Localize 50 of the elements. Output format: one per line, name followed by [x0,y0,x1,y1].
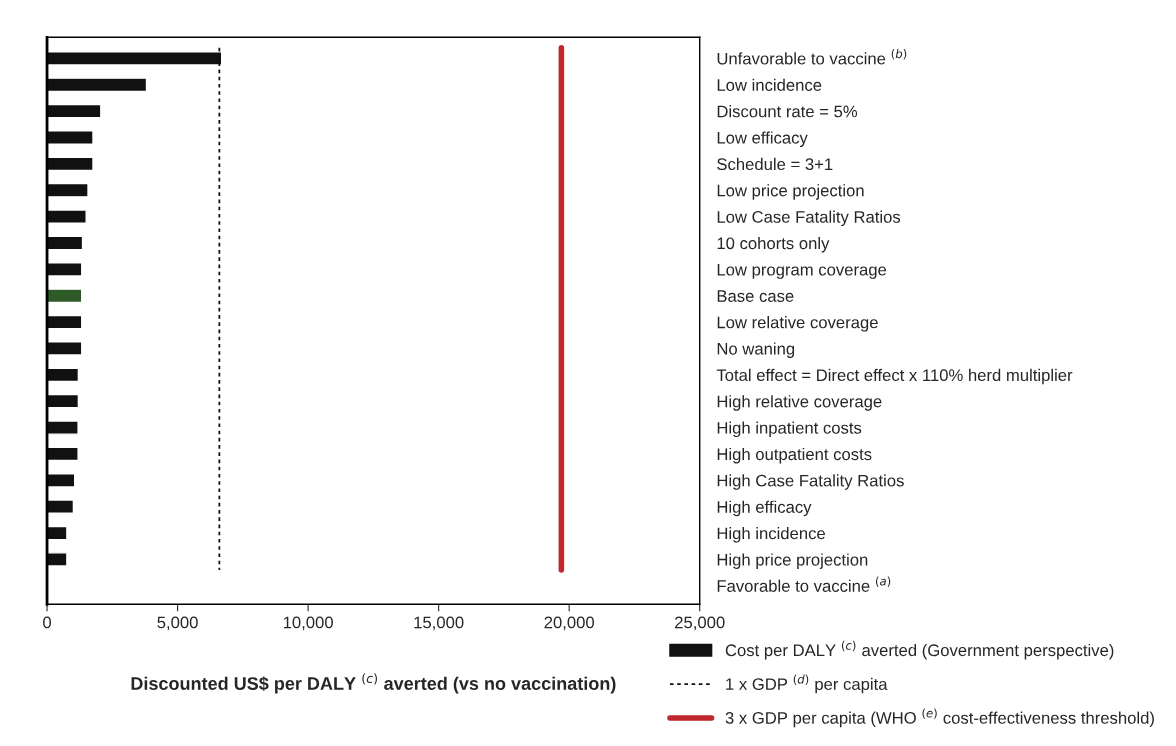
y-tick-label: No waning [717,342,795,358]
y-tick-label: Unfavorable to vaccine $^{(b)}$ [717,49,907,65]
y-tick-label: High relative coverage [717,395,882,411]
bar [47,103,102,119]
bar [47,473,76,488]
y-tick-label: Favorable to vaccine $^{(a)}$ [717,576,891,592]
x-tick-label: 0 [43,616,52,629]
y-tick-label: Discount rate = 5% [717,105,858,118]
bar [47,262,83,277]
bar [47,552,68,567]
bar [47,499,75,514]
bar [47,341,83,356]
x-tick-label: 25,000 [675,616,725,631]
legend-label: 3 x GDP per capita (WHO $^{(e)}$ cost-effectiveness threshold) [725,708,1154,728]
y-tick-label: Low relative coverage [717,316,878,332]
y-tick-label: High inpatient costs [717,421,862,438]
bar [47,367,80,383]
legend-label: 1 x GDP $^{(d)}$ per capita [726,674,888,694]
y-tick-label: Schedule = 3+1 [717,157,833,171]
bar [47,209,87,224]
y-tick-label: Low program coverage [717,263,887,279]
y-tick-label: Total effect = Direct effect x 110% herd multiplier [716,368,1073,385]
y-tick-label: High Case Fatality Ratios [717,474,904,490]
bar [47,77,148,93]
y-tick-label: High price projection [717,553,868,569]
y-tick-label: High outpatient costs [717,447,872,464]
x-tick-label: 10,000 [283,616,333,631]
bar [47,420,79,435]
y-tick-label: High incidence [717,527,825,543]
y-tick-label: Low efficacy [717,131,808,147]
x-tick-label: 20,000 [544,616,595,631]
y-tick-label: Low price projection [717,184,864,200]
bar [47,288,83,304]
bar [47,446,79,462]
x-tick-label: 5,000 [157,616,198,631]
y-tick-label: Low incidence [717,78,822,91]
bar [47,525,68,541]
legend-label: Cost per DALY $^{(c)}$ averted (Government perspective) [725,640,1114,660]
x-tick-label: 15,000 [414,616,464,631]
x-axis-title: Discounted US$ per DALY $^{(c)}$ averted (vs no vaccination) [131,673,616,694]
bar [47,130,94,145]
y-tick-label: 10 cohorts only [717,236,830,253]
bar [47,314,83,330]
y-tick-label: Base case [717,290,794,302]
y-tick-label: Low Case Fatality Ratios [717,210,901,227]
bar [47,182,89,198]
bar [47,235,84,251]
y-tick-label: High efficacy [717,500,812,517]
bar [47,393,80,409]
bar [47,156,94,172]
